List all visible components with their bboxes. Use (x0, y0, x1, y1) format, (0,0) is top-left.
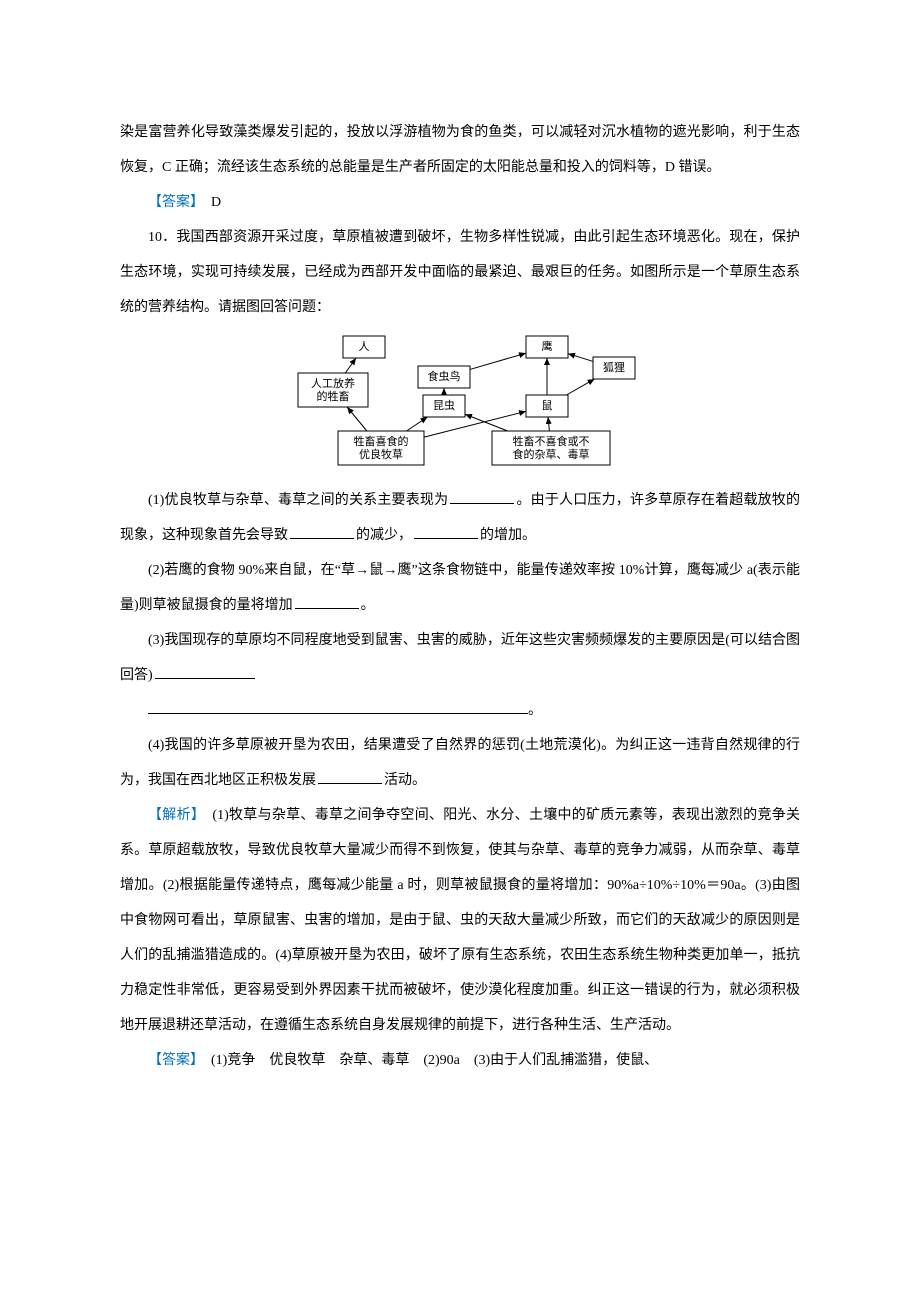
svg-text:鼠: 鼠 (542, 398, 553, 412)
question-10-3: (3)我国现存的草原均不同程度地受到鼠害、虫害的威胁，近年这些灾害频频爆发的主要… (120, 623, 800, 693)
answer-body: (1)竞争 优良牧草 杂草、毒草 (2)90a (3)由于人们乱捕滥猎，使鼠、 (197, 1053, 658, 1068)
svg-text:的牲畜: 的牲畜 (317, 389, 350, 403)
svg-text:食虫鸟: 食虫鸟 (428, 369, 461, 383)
svg-text:牲畜不喜食或不: 牲畜不喜食或不 (513, 434, 590, 448)
svg-text:人工放养: 人工放养 (311, 376, 355, 390)
food-web-diagram: 人 鹰狐狸人工放养的牲畜 食虫鸟昆虫 鼠牲畜喜食的优良牧草 牲畜不喜食或不食的杂草、毒草 (120, 333, 800, 475)
svg-text:狐狸: 狐狸 (603, 360, 625, 374)
question-10-3-line2: 。 (120, 693, 800, 728)
question-10-2: (2)若鹰的食物 90%来自鼠，在“草→鼠→鹰”这条食物链中，能量传递效率按 1… (120, 553, 800, 623)
svg-text:昆虫: 昆虫 (433, 399, 455, 412)
explanation-body: (1)牧草与杂草、毒草之间争夺空间、阳光、水分、土壤中的矿质元素等，表现出激烈的… (120, 808, 800, 1033)
blank (155, 663, 255, 679)
blank (450, 488, 514, 504)
question-10-intro: 10．我国西部资源开采过度，草原植被遭到破坏，生物多样性锐减，由此引起生态环境恶… (120, 220, 800, 325)
food-web-svg: 人 鹰狐狸人工放养的牲畜 食虫鸟昆虫 鼠牲畜喜食的优良牧草 牲畜不喜食或不食的杂草、毒草 (270, 333, 650, 471)
blank (290, 523, 354, 539)
explanation-label: 【解析】 (148, 808, 198, 823)
svg-text:食的杂草、毒草: 食的杂草、毒草 (513, 447, 590, 461)
svg-text:优良牧草: 优良牧草 (359, 447, 403, 461)
blank (318, 768, 382, 784)
svg-text:鹰: 鹰 (542, 339, 553, 353)
answer-9: 【答案】 D (120, 185, 800, 220)
svg-text:牲畜喜食的: 牲畜喜食的 (354, 434, 409, 448)
blank (414, 523, 478, 539)
explanation: 【解析】 (1)牧草与杂草、毒草之间争夺空间、阳光、水分、土壤中的矿质元素等，表… (120, 798, 800, 1043)
answer-value: D (197, 195, 221, 210)
blank (295, 593, 359, 609)
answer-10: 【答案】 (1)竞争 优良牧草 杂草、毒草 (2)90a (3)由于人们乱捕滥猎… (120, 1043, 800, 1078)
blank-long (148, 706, 528, 714)
paragraph-continuation: 染是富营养化导致藻类爆发引起的，投放以浮游植物为食的鱼类，可以减轻对沉水植物的遮… (120, 115, 800, 185)
question-10-4: (4)我国的许多草原被开垦为农田，结果遭受了自然界的惩罚(土地荒漠化)。为纠正这… (120, 728, 800, 798)
question-10-1: (1)优良牧草与杂草、毒草之间的关系主要表现为。由于人口压力，许多草原存在着超载… (120, 483, 800, 553)
answer-label: 【答案】 (148, 1053, 197, 1068)
svg-text:人: 人 (359, 340, 370, 353)
answer-label: 【答案】 (148, 195, 197, 210)
